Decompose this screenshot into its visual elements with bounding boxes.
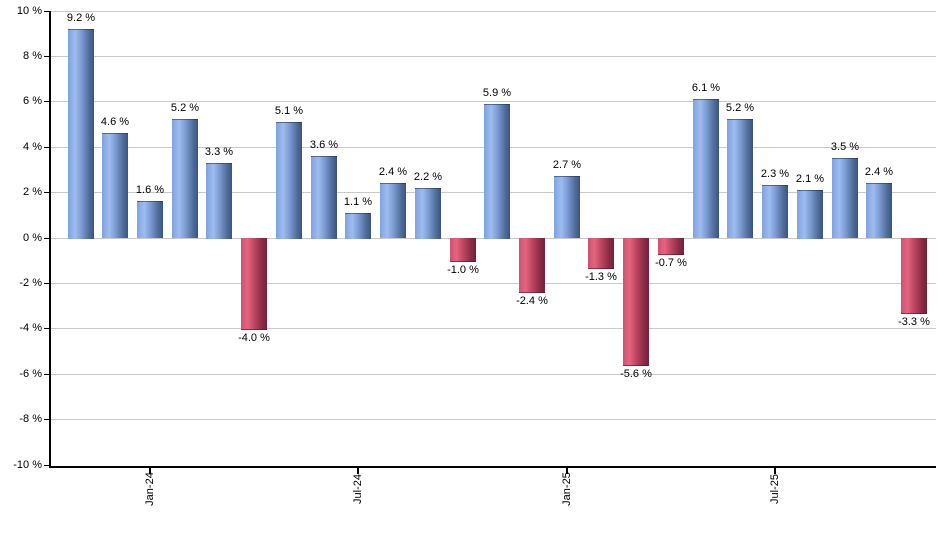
bar-17 (658, 238, 684, 255)
bar-5 (241, 238, 267, 330)
x-tick-mark-Jan-25 (566, 468, 568, 474)
y-tick-mark--2 (44, 283, 50, 284)
bar-value-label-0: 9.2 % (66, 12, 96, 24)
x-axis-label-Jan-24: Jan-24 (144, 472, 156, 506)
x-axis-label-Jan-25: Jan-25 (561, 472, 573, 506)
x-axis-label-Jul-24: Jul-24 (352, 474, 364, 504)
y-axis-label-4: 4 % (23, 141, 42, 153)
bar-14 (554, 176, 580, 238)
y-tick-mark--6 (44, 374, 50, 375)
bar-23 (866, 183, 892, 238)
bar-value-label-15: -1.3 % (585, 271, 617, 283)
y-tick-mark--10 (44, 465, 50, 466)
bar-value-label-21: 2.1 % (795, 173, 825, 185)
bar-value-label-4: 3.3 % (204, 146, 234, 158)
y-axis-label-0: 0 % (23, 232, 42, 244)
gridline-8 (50, 56, 936, 57)
y-axis-label--10: -10 % (13, 459, 42, 471)
y-tick-mark-2 (44, 192, 50, 193)
bar-value-label-19: 5.2 % (725, 102, 755, 114)
bar-20 (762, 185, 788, 238)
x-tick-mark-Jan-24 (149, 468, 151, 474)
bar-value-label-9: 2.4 % (378, 166, 408, 178)
gridline--8 (50, 419, 936, 420)
y-tick-mark--8 (44, 419, 50, 420)
y-axis-label-6: 6 % (23, 95, 42, 107)
y-axis-label--8: -8 % (19, 413, 42, 425)
bar-value-label-24: -3.3 % (898, 316, 930, 328)
y-tick-mark-4 (44, 147, 50, 148)
gridline--6 (50, 374, 936, 375)
y-tick-mark--4 (44, 328, 50, 329)
bar-value-label-16: -5.6 % (620, 368, 652, 380)
bar-value-label-6: 5.1 % (274, 105, 304, 117)
bar-10 (415, 188, 441, 239)
gridline--4 (50, 328, 936, 329)
y-axis-label--6: -6 % (19, 368, 42, 380)
x-tick-mark-Jul-24 (357, 468, 359, 474)
y-tick-mark-6 (44, 101, 50, 102)
gridline--2 (50, 283, 936, 284)
bar-value-label-12: 5.9 % (482, 87, 512, 99)
bar-8 (345, 213, 371, 239)
bar-value-label-18: 6.1 % (691, 82, 721, 94)
bar-11 (450, 238, 476, 262)
bar-7 (311, 156, 337, 239)
gridline-10 (50, 11, 936, 12)
x-axis-line (49, 466, 936, 468)
bar-value-label-10: 2.2 % (413, 171, 443, 183)
bar-value-label-8: 1.1 % (343, 196, 373, 208)
y-axis-label--4: -4 % (19, 322, 42, 334)
bar-15 (588, 238, 614, 269)
bar-19 (727, 119, 753, 238)
bar-value-label-17: -0.7 % (655, 257, 687, 269)
x-tick-mark-Jul-25 (774, 468, 776, 474)
y-tick-mark-8 (44, 56, 50, 57)
y-tick-mark-10 (44, 11, 50, 12)
bar-1 (102, 133, 128, 238)
bar-12 (484, 104, 510, 239)
bar-13 (519, 238, 545, 293)
bar-value-label-7: 3.6 % (309, 139, 339, 151)
bar-21 (797, 190, 823, 239)
bar-22 (832, 158, 858, 238)
y-axis-label--2: -2 % (19, 277, 42, 289)
bar-value-label-2: 1.6 % (135, 184, 165, 196)
bar-value-label-13: -2.4 % (516, 295, 548, 307)
bar-18 (693, 99, 719, 238)
bar-value-label-3: 5.2 % (170, 102, 200, 114)
bar-6 (276, 122, 302, 239)
bar-value-label-23: 2.4 % (864, 166, 894, 178)
gridline-6 (50, 101, 936, 102)
y-axis-label-8: 8 % (23, 50, 42, 62)
bar-value-label-14: 2.7 % (552, 159, 582, 171)
bar-value-label-1: 4.6 % (100, 116, 130, 128)
bar-0 (68, 29, 94, 239)
y-tick-mark-0 (44, 238, 50, 239)
bar-2 (137, 201, 163, 238)
bar-value-label-22: 3.5 % (830, 141, 860, 153)
x-axis-label-Jul-25: Jul-25 (769, 474, 781, 504)
bar-value-label-20: 2.3 % (760, 168, 790, 180)
bar-3 (172, 119, 198, 238)
y-axis-label-10: 10 % (16, 5, 42, 17)
bar-24 (901, 238, 927, 314)
bar-value-label-5: -4.0 % (238, 332, 270, 344)
bar-16 (623, 238, 649, 366)
bar-4 (206, 163, 232, 239)
bar-9 (380, 183, 406, 238)
bar-value-label-11: -1.0 % (447, 264, 479, 276)
y-axis-label-2: 2 % (23, 186, 42, 198)
y-axis-line (49, 11, 51, 468)
